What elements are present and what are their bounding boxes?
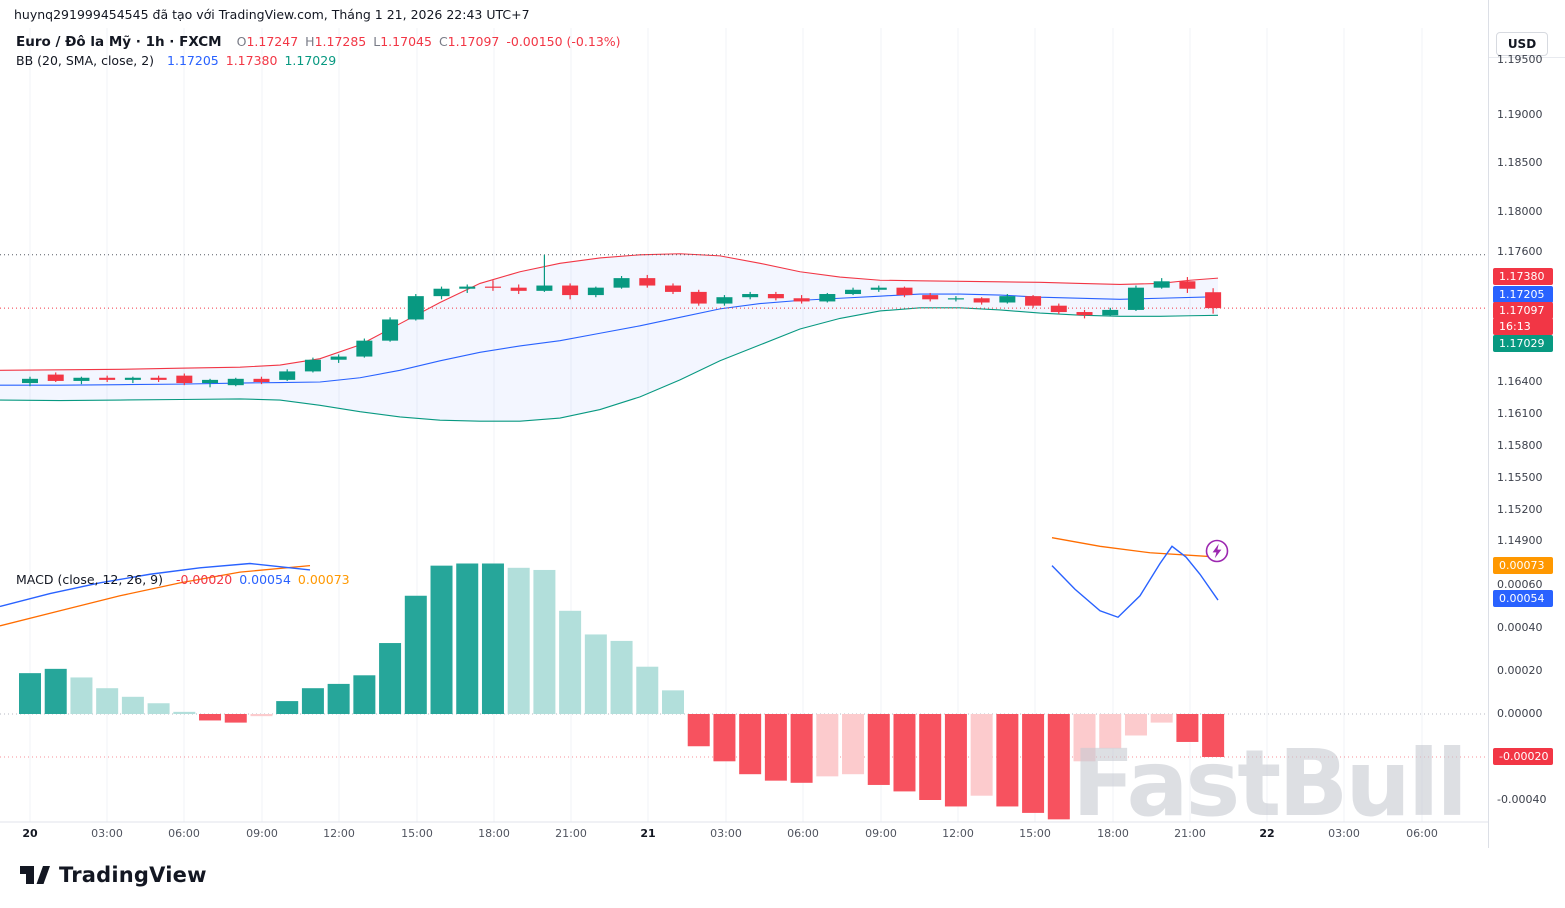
price-scale-label: 1.16400 <box>1497 375 1543 388</box>
svg-text:06:00: 06:00 <box>787 827 819 840</box>
macd-pane[interactable] <box>0 537 1488 820</box>
svg-text:21: 21 <box>640 827 655 840</box>
svg-text:03:00: 03:00 <box>91 827 123 840</box>
bb-basis-value: 1.17205 <box>167 53 219 68</box>
price-scale-label: 1.15500 <box>1497 471 1543 484</box>
high-value: 1.17285 <box>314 34 367 49</box>
tradingview-logo-text: TradingView <box>59 863 207 887</box>
price-scale-label: 1.15200 <box>1497 503 1543 516</box>
svg-text:20: 20 <box>22 827 38 840</box>
price-scale[interactable]: USD 1.19500 1.19000 1.18500 1.18000 1.17600 1… <box>1488 0 1565 848</box>
price-scale-label: 1.17600 <box>1497 245 1543 258</box>
main-legend: Euro / Đô la Mỹ · 1h · FXCM O 1.17247 H … <box>16 32 621 70</box>
price-scale-label: 1.19000 <box>1497 108 1543 121</box>
close-label: C <box>438 34 448 49</box>
svg-text:09:00: 09:00 <box>865 827 897 840</box>
price-scale-badge: 16:13 <box>1493 318 1553 335</box>
price-scale-label: 1.15800 <box>1497 439 1543 452</box>
price-scale-label: 1.18500 <box>1497 156 1543 169</box>
attribution-text: huynq291999454545 đã tạo với TradingView… <box>14 7 530 22</box>
price-scale-label: 1.16100 <box>1497 407 1543 420</box>
price-scale-badge: 1.17380 <box>1493 268 1553 285</box>
bb-upper-value: 1.17380 <box>225 53 278 68</box>
svg-text:21:00: 21:00 <box>555 827 587 840</box>
tradingview-logo-icon <box>20 866 50 884</box>
close-value: 1.17097 <box>447 34 500 49</box>
price-scale-label: 0.00020 <box>1497 664 1543 677</box>
price-scale-label: 0.00040 <box>1497 621 1543 634</box>
svg-text:18:00: 18:00 <box>478 827 510 840</box>
price-scale-badge: -0.00020 <box>1493 748 1553 765</box>
symbol-row[interactable]: Euro / Đô la Mỹ · 1h · FXCM O 1.17247 H … <box>16 32 621 51</box>
svg-text:06:00: 06:00 <box>1406 827 1438 840</box>
svg-text:15:00: 15:00 <box>1019 827 1051 840</box>
price-scale-label: 1.14900 <box>1497 534 1543 547</box>
price-scale-header: USD <box>1489 0 1565 58</box>
tradingview-logo[interactable]: TradingView <box>20 862 207 888</box>
price-scale-badge: 1.17205 <box>1493 286 1553 303</box>
price-scale-badge: 0.00073 <box>1493 557 1553 574</box>
fastbull-watermark: FastBull <box>1072 730 1468 837</box>
currency-button[interactable]: USD <box>1496 32 1548 56</box>
open-value: 1.17247 <box>246 34 299 49</box>
svg-text:22: 22 <box>1259 827 1274 840</box>
svg-text:15:00: 15:00 <box>401 827 433 840</box>
chart-canvas[interactable]: 20 03:00 06:00 09:00 12:00 15:00 18:00 21:00 21 0… <box>0 0 1488 850</box>
macd-line-value: 0.00054 <box>239 572 291 587</box>
bb-lower-value: 1.17029 <box>284 53 337 68</box>
svg-text:21:00: 21:00 <box>1174 827 1206 840</box>
lightning-icon[interactable] <box>1203 537 1231 569</box>
macd-signal-value: 0.00073 <box>297 572 350 587</box>
low-label: L <box>373 34 381 49</box>
candles <box>22 254 1222 388</box>
price-scale-label: 0.00060 <box>1497 578 1543 591</box>
time-axis[interactable]: 20 03:00 06:00 09:00 12:00 15:00 18:00 21:00 21 0… <box>22 827 1438 840</box>
svg-text:06:00: 06:00 <box>168 827 200 840</box>
svg-text:18:00: 18:00 <box>1097 827 1129 840</box>
svg-text:12:00: 12:00 <box>942 827 974 840</box>
high-label: H <box>305 34 315 49</box>
symbol-title[interactable]: Euro / Đô la Mỹ · 1h · FXCM <box>16 33 222 50</box>
change-value: -0.00150 (-0.13%) <box>506 34 621 49</box>
price-scale-label: -0.00040 <box>1497 793 1547 806</box>
price-scale-badge: 1.17097 <box>1493 302 1553 319</box>
price-scale-badge: 0.00054 <box>1493 590 1553 607</box>
gridlines <box>29 28 1423 822</box>
macd-legend[interactable]: MACD (close, 12, 26, 9) -0.00020 0.00054… <box>16 570 350 589</box>
macd-hist-value: -0.00020 <box>176 572 233 587</box>
svg-text:12:00: 12:00 <box>323 827 355 840</box>
price-scale-badge: 1.17029 <box>1493 335 1553 352</box>
open-label: O <box>236 34 247 49</box>
price-scale-label: 1.18000 <box>1497 205 1543 218</box>
bb-label[interactable]: BB (20, SMA, close, 2) <box>16 53 155 68</box>
svg-text:03:00: 03:00 <box>1328 827 1360 840</box>
bb-row[interactable]: BB (20, SMA, close, 2) 1.17205 1.17380 1… <box>16 51 621 70</box>
price-pane[interactable] <box>0 253 1488 422</box>
macd-label[interactable]: MACD (close, 12, 26, 9) <box>16 572 163 587</box>
low-value: 1.17045 <box>380 34 432 49</box>
price-scale-label: 0.00000 <box>1497 707 1543 720</box>
svg-text:03:00: 03:00 <box>710 827 742 840</box>
price-scale-label: 1.19500 <box>1497 53 1543 66</box>
svg-text:09:00: 09:00 <box>246 827 278 840</box>
